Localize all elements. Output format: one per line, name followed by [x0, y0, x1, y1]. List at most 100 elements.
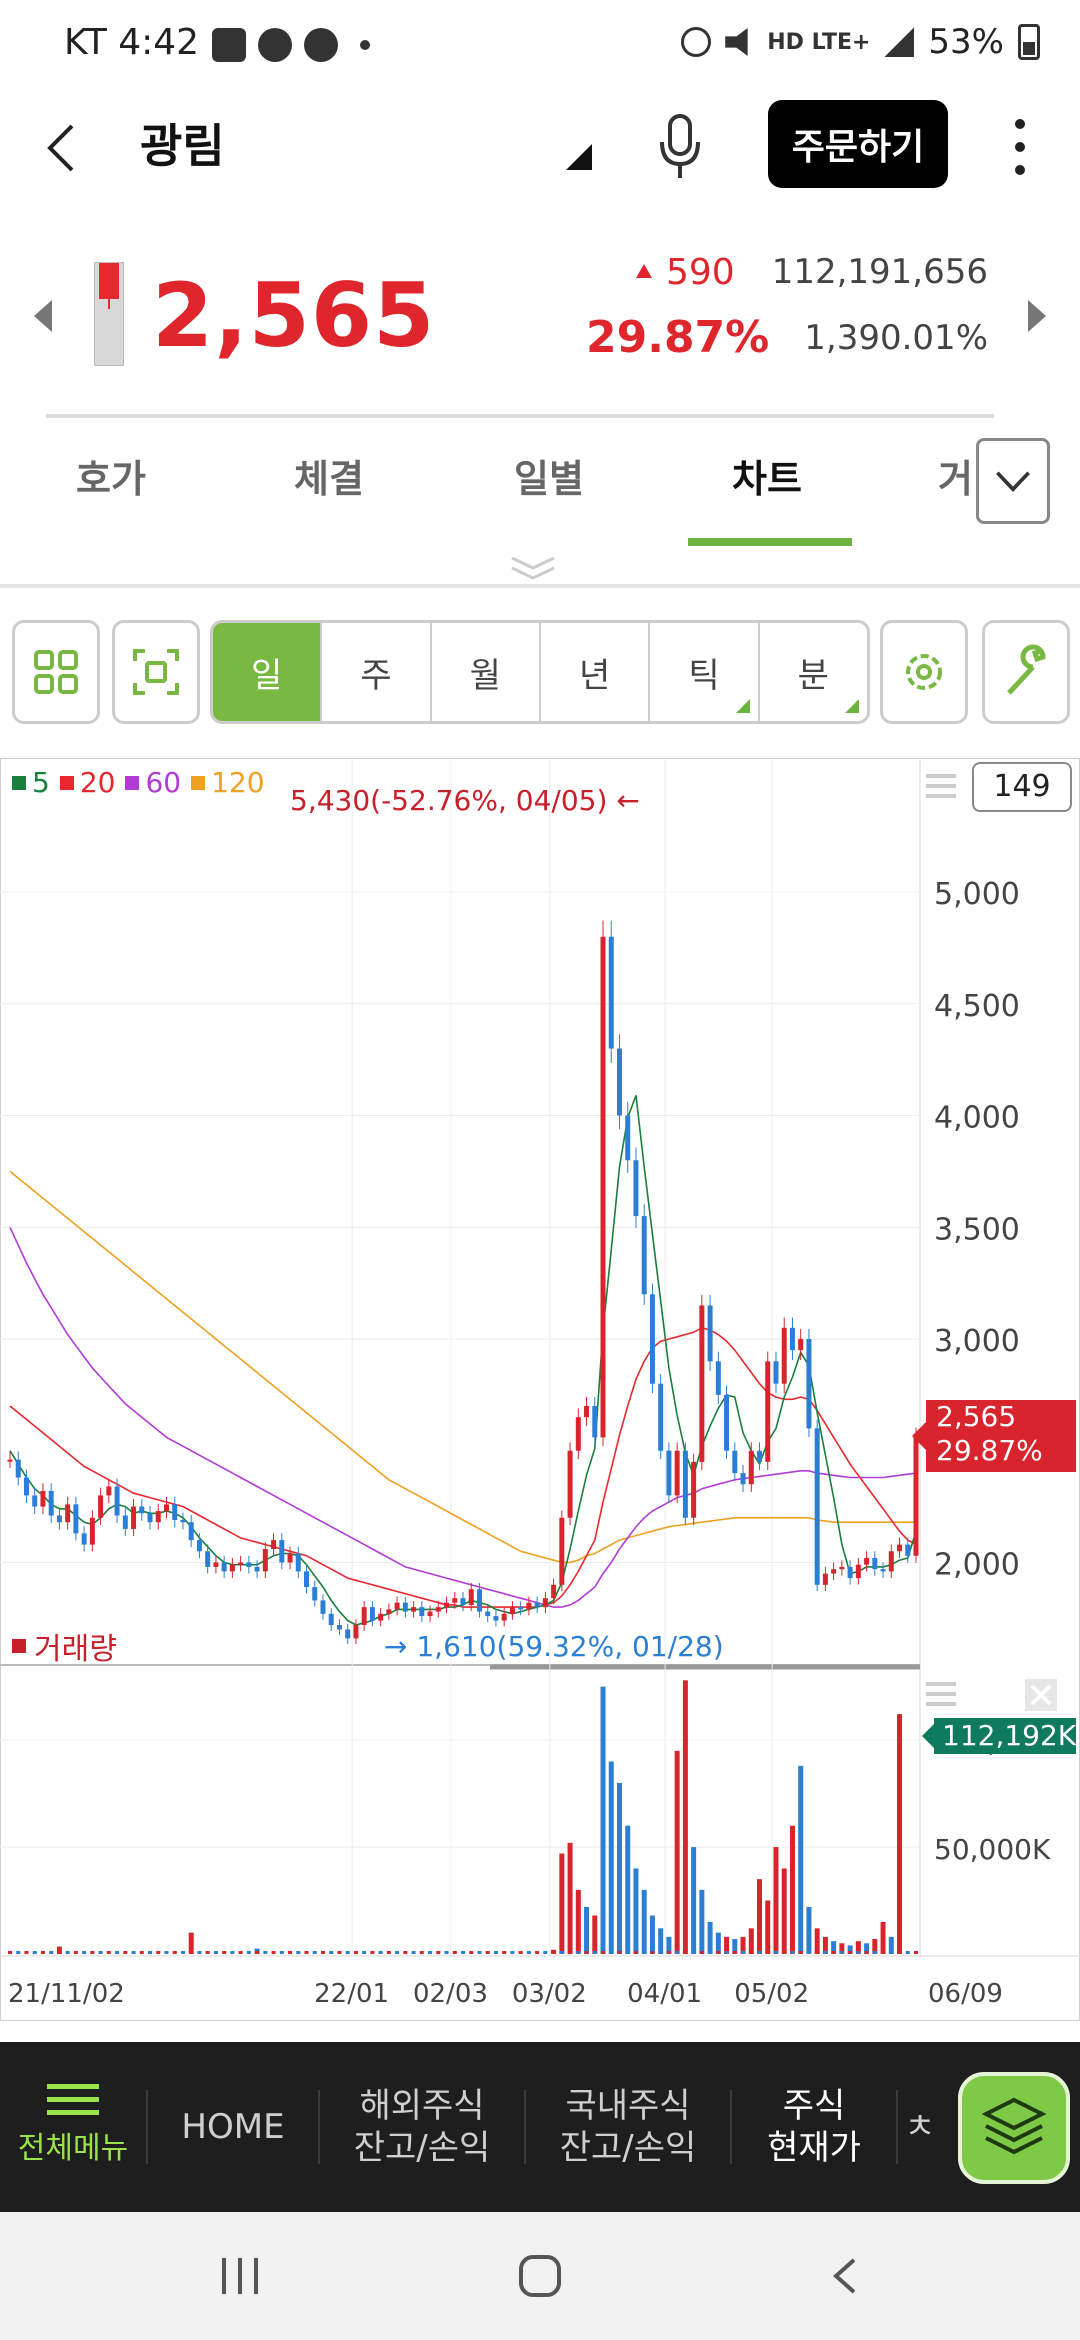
home-icon[interactable]: [518, 2254, 562, 2298]
stock-dropdown-icon[interactable]: [566, 144, 592, 170]
divider: [318, 2090, 320, 2164]
period-minute[interactable]: 분: [760, 623, 867, 721]
nav-overseas-balance[interactable]: 해외주식 잔고/손익: [353, 2086, 491, 2168]
candle: [378, 1613, 384, 1621]
volume-bar: [24, 1951, 29, 1954]
volume-bar: [716, 1951, 721, 1954]
volume-bar: [568, 1951, 573, 1954]
nav-next-partial[interactable]: ㅊ: [904, 2107, 936, 2147]
volume-bar: [238, 1951, 243, 1954]
candle: [641, 1216, 647, 1295]
candle: [526, 1602, 532, 1610]
volume-bar: [708, 1951, 713, 1954]
volume-bar: [584, 1906, 590, 1954]
candle: [304, 1571, 310, 1588]
nav-current-price[interactable]: 주식 현재가: [767, 2086, 861, 2168]
volume-bar: [880, 1921, 886, 1954]
volume-bar: [724, 1951, 729, 1954]
volume-bar: [666, 1936, 672, 1954]
recent-apps-icon[interactable]: [218, 2256, 262, 2296]
nav-domestic-balance[interactable]: 국내주식 잔고/손익: [559, 2086, 697, 2168]
candle: [666, 1450, 672, 1496]
candle: [814, 1428, 820, 1585]
volume-bar: [674, 1750, 680, 1954]
candle-count[interactable]: 149: [972, 762, 1072, 812]
chart-canvas[interactable]: 5,0004,5004,0003,5003,0002,000100,000K50…: [0, 758, 1080, 2022]
volume-bar: [848, 1951, 853, 1954]
price-quote: 2,565 590 29.87% 112,191,656 1,390.01%: [0, 240, 1080, 410]
candle: [139, 1506, 145, 1514]
back-icon[interactable]: [40, 120, 84, 176]
more-options-icon[interactable]: [1000, 114, 1040, 180]
next-stock-icon[interactable]: [1028, 300, 1046, 332]
candle: [460, 1598, 466, 1605]
chart-settings-button[interactable]: [880, 620, 968, 724]
collapse-handle-icon[interactable]: [506, 552, 560, 582]
candle: [476, 1589, 482, 1612]
microphone-icon[interactable]: [652, 112, 708, 182]
candle: [163, 1504, 169, 1512]
period-tick[interactable]: 틱: [650, 623, 760, 721]
candle: [48, 1490, 54, 1516]
volume-bar: [757, 1879, 763, 1954]
volume-bar: [255, 1951, 260, 1954]
tab-partial[interactable]: 거: [938, 457, 973, 501]
close-panel-icon[interactable]: [1024, 1678, 1058, 1712]
x-tick-label: 02/03: [413, 1979, 488, 2009]
candle: [180, 1519, 186, 1523]
order-button[interactable]: 주문하기: [768, 100, 948, 188]
volume-bar: [914, 1951, 918, 1954]
candle: [361, 1607, 367, 1626]
fullscreen-button[interactable]: [112, 620, 200, 724]
candle: [279, 1540, 285, 1563]
volume-bar: [592, 1915, 598, 1954]
price-tick-label: 3,000: [934, 1324, 1020, 1359]
candle: [608, 936, 614, 1049]
previous-stock-icon[interactable]: [34, 300, 52, 332]
current-price-tag: 2,565 29.87%: [912, 1400, 1076, 1472]
volume-bar: [353, 1951, 358, 1954]
period-month[interactable]: 월: [432, 623, 541, 721]
volume-bar: [106, 1951, 111, 1954]
candle: [7, 1459, 13, 1462]
price-change: 590: [636, 252, 735, 293]
price-panel-menu-icon[interactable]: [926, 772, 956, 800]
candle: [114, 1486, 120, 1516]
candle: [616, 1048, 622, 1116]
volume-bar: [444, 1951, 449, 1954]
candle: [328, 1613, 334, 1626]
tab-trades[interactable]: 체결: [294, 457, 364, 501]
volume-bar: [831, 1951, 836, 1954]
candle: [40, 1490, 46, 1507]
candle: [394, 1602, 400, 1610]
tab-daily[interactable]: 일별: [514, 457, 584, 501]
battery-icon: [1018, 24, 1040, 60]
tab-chart[interactable]: 차트: [732, 457, 802, 501]
low-annotation: → 1,610(59.32%, 01/28): [384, 1630, 724, 1663]
expand-tabs-icon[interactable]: [976, 438, 1050, 524]
stock-name[interactable]: 광림: [140, 119, 225, 173]
price-tick-label: 2,000: [934, 1547, 1020, 1582]
chart-tools-button[interactable]: [982, 620, 1070, 724]
volume-bar: [822, 1936, 828, 1954]
period-year[interactable]: 년: [541, 623, 651, 721]
candle: [287, 1553, 293, 1563]
candle: [880, 1569, 886, 1572]
quick-layers-button[interactable]: [958, 2072, 1070, 2184]
back-nav-icon[interactable]: [830, 2256, 860, 2296]
full-menu-button[interactable]: 전체메뉴: [0, 2042, 146, 2212]
grid-layout-button[interactable]: [12, 620, 100, 724]
tab-orderbook[interactable]: 호가: [76, 457, 146, 501]
volume-bar: [551, 1951, 556, 1954]
candle: [213, 1562, 219, 1567]
price-chart[interactable]: 5,0004,5004,0003,5003,0002,000100,000K50…: [0, 758, 1080, 2022]
candle: [897, 1544, 903, 1552]
nav-home[interactable]: HOME: [181, 2107, 285, 2147]
carrier-time: KT 4:42: [64, 22, 200, 63]
candle: [789, 1327, 795, 1351]
volume-bar: [814, 1928, 820, 1954]
candle: [221, 1562, 227, 1572]
period-week[interactable]: 주: [322, 623, 432, 721]
volume-panel-menu-icon[interactable]: [926, 1680, 956, 1708]
period-day[interactable]: 일: [213, 623, 323, 721]
